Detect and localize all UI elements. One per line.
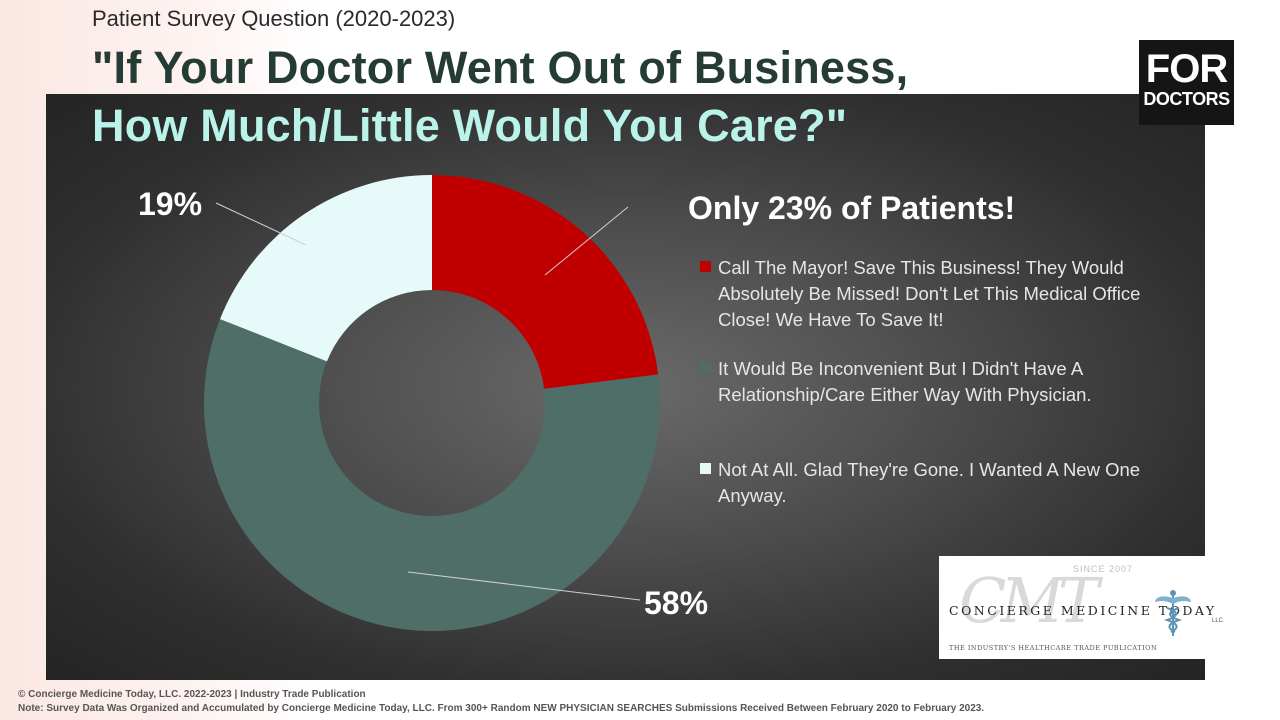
donut-slice-inconvenient	[204, 319, 661, 631]
logo-for-text: FOR	[1145, 47, 1228, 91]
footer-copyright: © Concierge Medicine Today, LLC. 2022-20…	[18, 689, 366, 700]
concierge-medicine-today-logo: CMT SINCE 2007 CONCIERGE MEDICINE TODAY …	[939, 556, 1233, 659]
page-title-line1: "If Your Doctor Went Out of Business,	[92, 42, 909, 93]
callout-text: Only 23% of Patients!	[688, 190, 1016, 226]
cmt-name-text: CONCIERGE MEDICINE TODAY	[949, 603, 1217, 618]
data-label-58: 58%	[644, 585, 709, 621]
leader-line-not-at-all	[215, 202, 307, 246]
legend-swatch-light	[700, 463, 711, 474]
legend-label: It Would Be Inconvenient But I Didn't Ha…	[718, 358, 1092, 405]
cmt-since-text: SINCE 2007	[1073, 564, 1134, 574]
footer-note: Note: Survey Data Was Organized and Accu…	[18, 703, 985, 714]
for-doctors-logo: FOR DOCTORS	[1139, 40, 1234, 125]
legend-label: Call The Mayor! Save This Business! They…	[718, 257, 1141, 330]
cmt-llc-text: LLC	[1212, 618, 1224, 624]
page-title-line2: How Much/Little Would You Care?"	[92, 100, 848, 151]
caduceus-icon	[1155, 590, 1191, 636]
leader-line-save-business	[544, 206, 629, 276]
donut-slice-save-business	[432, 175, 659, 389]
logo-doctors-text: DOCTORS	[1143, 89, 1230, 109]
legend-swatch-green	[700, 362, 711, 373]
legend-swatch-red	[700, 261, 711, 272]
donut-slice-not-at-all	[220, 175, 432, 362]
leader-line-inconvenient	[407, 571, 641, 601]
page-subtitle: Patient Survey Question (2020-2023)	[92, 6, 456, 31]
cmt-monogram: CMT	[959, 564, 1099, 637]
cmt-tagline: THE INDUSTRY'S HEALTHCARE TRADE PUBLICAT…	[949, 644, 1158, 652]
data-label-19: 19%	[138, 186, 203, 222]
legend-label: Not At All. Glad They're Gone. I Wanted …	[718, 459, 1141, 506]
